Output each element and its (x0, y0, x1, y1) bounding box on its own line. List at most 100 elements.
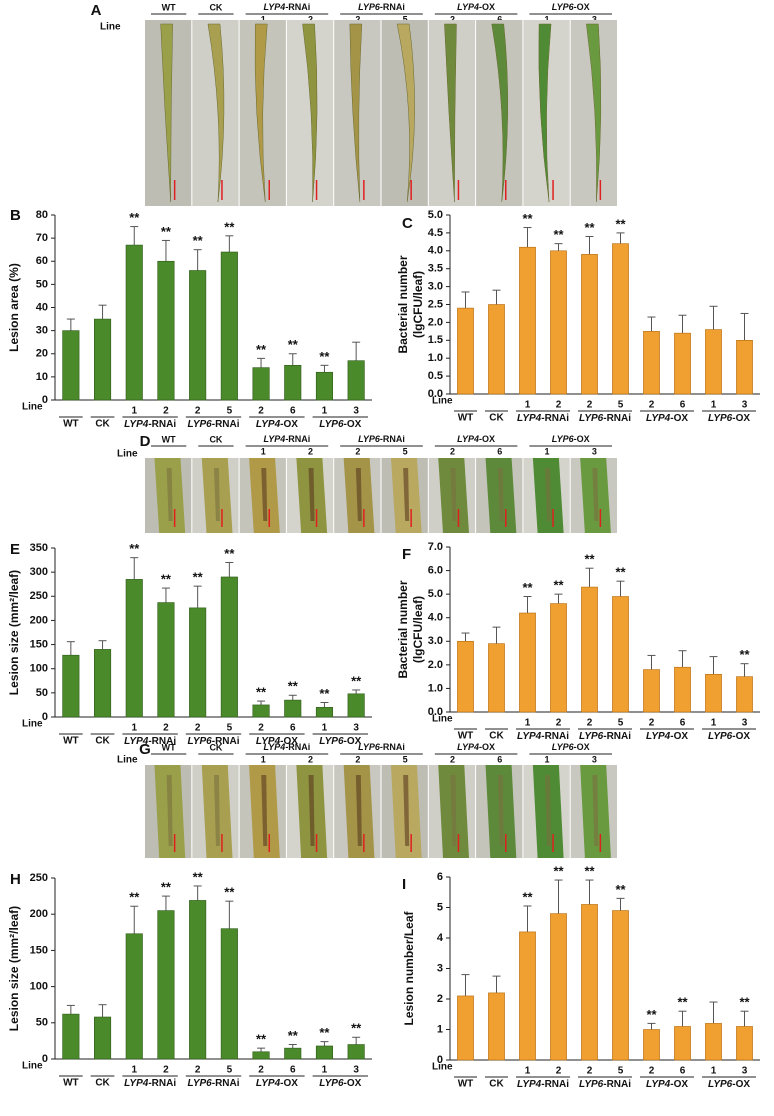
x-tick-label: 2 (649, 718, 655, 729)
group-label: LYP6-RNAi (187, 1078, 239, 1089)
x-tick-label: 5 (618, 1066, 624, 1077)
significance-mark: ** (351, 673, 362, 688)
x-tick-label: 6 (680, 1066, 686, 1077)
leaf (586, 23, 602, 203)
lesion (592, 468, 599, 521)
x-tick-label: 3 (353, 406, 359, 417)
bar (125, 933, 143, 1060)
panel-label: D (140, 433, 151, 450)
group-label: WT (63, 1078, 79, 1089)
bar (94, 649, 112, 718)
y-axis-label: Lesion number/Leaf (402, 910, 416, 1025)
x-axis-label: Line (432, 1062, 453, 1073)
line-number: 2 (355, 754, 360, 764)
bar (581, 586, 598, 713)
leaf (207, 23, 225, 203)
group-label: CK (95, 419, 110, 430)
panel-label: F (402, 546, 411, 563)
panel-label: E (10, 541, 20, 558)
significance-mark: ** (522, 580, 533, 595)
x-tick-label: 1 (525, 1066, 531, 1077)
significance-mark: ** (288, 337, 299, 352)
bar (189, 270, 207, 401)
bar (347, 1044, 365, 1060)
y-tick-label: 100 (30, 981, 48, 993)
significance-mark: ** (584, 552, 595, 567)
bar (457, 307, 474, 395)
y-tick-label: 6 (437, 871, 443, 883)
y-tick-label: 4.5 (428, 227, 443, 239)
line-number: 1 (545, 446, 550, 456)
leaf (349, 23, 363, 203)
bar (705, 329, 722, 395)
significance-mark: ** (193, 233, 204, 248)
bar (488, 992, 505, 1061)
bar (125, 579, 143, 718)
significance-mark: ** (522, 211, 533, 226)
lesion (450, 775, 457, 846)
line-number: 1 (545, 754, 550, 764)
significance-mark: ** (677, 995, 688, 1010)
bar (157, 260, 175, 401)
x-axis-label: Line (22, 1061, 43, 1072)
group-label: WT (162, 2, 176, 12)
group-label: LYP4-RNAi (124, 1078, 176, 1089)
bar (94, 1016, 112, 1060)
bar (220, 928, 238, 1060)
line-label: Line (117, 449, 138, 460)
significance-mark: ** (351, 1021, 362, 1036)
group-label: LYP6-RNAi (579, 413, 631, 424)
y-axis-label: Bacterial number (396, 580, 410, 678)
y-tick-label: 150 (30, 638, 48, 650)
group-label: WT (162, 742, 176, 752)
line-number: 3 (592, 446, 597, 456)
bar (284, 699, 302, 718)
y-tick-label: 0 (42, 711, 48, 723)
group-label: LYP6-RNAi (358, 742, 405, 752)
group-label: LYP6-OX (708, 731, 750, 742)
x-tick-label: 6 (290, 1065, 296, 1076)
bar (519, 612, 536, 713)
significance-mark: ** (553, 578, 564, 593)
bar (457, 995, 474, 1061)
y-axis-label: (lgCFU/leaf) (411, 271, 425, 338)
significance-mark: ** (319, 686, 330, 701)
group-label: LYP6-RNAi (358, 434, 405, 444)
significance-mark: ** (288, 1028, 299, 1043)
lesion (166, 468, 173, 521)
x-tick-label: 1 (322, 1065, 328, 1076)
y-tick-label: 300 (30, 566, 48, 578)
x-tick-label: 1 (711, 1066, 717, 1077)
y-axis-label: Lesion size (mm²/leaf) (7, 906, 21, 1031)
y-tick-label: 6.0 (428, 564, 443, 576)
y-tick-label: 4.0 (428, 245, 443, 257)
lesion (355, 775, 362, 846)
group-label: LYP6-OX (319, 1078, 361, 1089)
y-axis-label: (lgCFU/leaf) (411, 596, 425, 663)
bar (581, 904, 598, 1061)
line-label: Line (117, 755, 138, 766)
y-tick-label: 0.5 (428, 370, 443, 382)
leaf (538, 23, 552, 203)
group-label: WT (162, 434, 176, 444)
x-tick-label: 6 (290, 723, 296, 734)
group-label: LYP4-OX (646, 413, 688, 424)
y-tick-label: 350 (30, 542, 48, 554)
y-tick-label: 60 (36, 255, 48, 267)
y-axis-label: Bacterial number (396, 255, 410, 353)
y-tick-label: 1.0 (428, 682, 443, 694)
x-tick-label: 2 (587, 718, 593, 729)
x-tick-label: 2 (556, 718, 562, 729)
panel-label: I (402, 876, 406, 893)
group-label: LYP4-OX (256, 419, 298, 430)
bar (643, 331, 660, 395)
y-tick-label: 1.0 (428, 352, 443, 364)
bar (94, 318, 112, 401)
significance-mark: ** (522, 889, 533, 904)
y-tick-label: 0 (437, 1054, 443, 1066)
lesion (213, 775, 220, 846)
bar (284, 365, 302, 401)
significance-mark: ** (193, 869, 204, 884)
group-label: LYP6-RNAi (187, 419, 239, 430)
y-tick-label: 30 (36, 325, 48, 337)
